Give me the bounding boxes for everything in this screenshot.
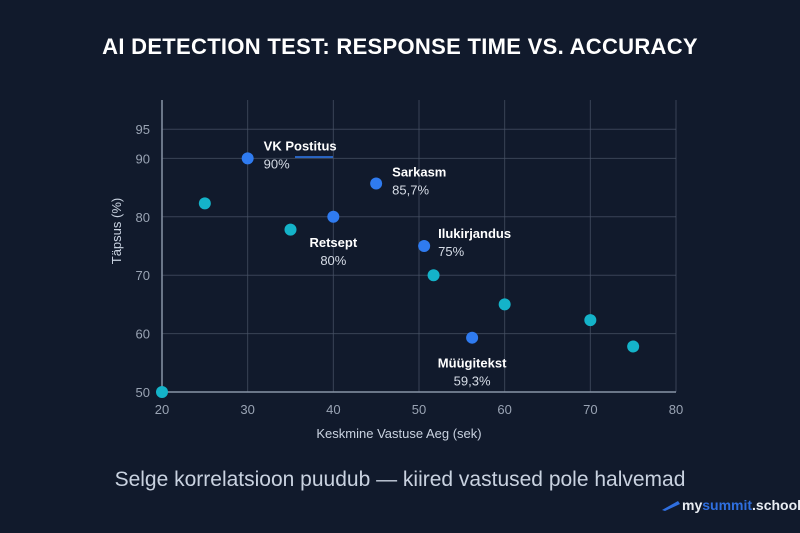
data-point	[627, 340, 640, 353]
point-value-label: 80%	[320, 253, 346, 268]
x-tick-label: 20	[155, 402, 169, 417]
y-axis-label: Täpsus (%)	[109, 198, 124, 264]
point-label: Retsept	[309, 235, 357, 250]
y-tick-label: 80	[136, 210, 150, 225]
y-tick-label: 70	[136, 268, 150, 283]
point-label: Müügitekst	[438, 356, 507, 371]
chart-title: AI DETECTION TEST: RESPONSE TIME VS. ACC…	[102, 34, 698, 59]
highlighted-data-point	[418, 240, 431, 252]
data-point	[498, 298, 511, 311]
data-point	[284, 223, 297, 236]
y-tick-label: 90	[136, 151, 150, 166]
highlighted-data-point	[370, 177, 383, 190]
x-tick-label: 80	[669, 402, 683, 417]
y-tick-label: 50	[136, 385, 150, 400]
point-value-label: 59,3%	[454, 374, 491, 389]
highlighted-data-point	[327, 210, 340, 223]
y-tick-label: 60	[136, 327, 150, 342]
x-tick-label: 40	[326, 402, 340, 417]
x-tick-label: 30	[240, 402, 254, 417]
point-label: Sarkasm	[392, 165, 446, 180]
point-label: VK Postitus	[264, 138, 337, 153]
x-tick-label: 50	[412, 402, 426, 417]
telescope-icon	[662, 501, 680, 511]
data-point	[156, 386, 168, 398]
x-tick-label: 60	[497, 402, 511, 417]
point-value-label: 85,7%	[392, 183, 429, 198]
logo-text-school: .school	[752, 497, 800, 513]
x-axis-label: Keskmine Vastuse Aeg (sek)	[316, 426, 481, 441]
data-point	[584, 314, 597, 327]
data-point	[198, 197, 211, 210]
x-tick-label: 70	[583, 402, 597, 417]
point-value-label: 90%	[264, 156, 290, 171]
chart-subtitle: Selge korrelatsioon puudub — kiired vast…	[114, 468, 686, 491]
highlighted-data-point	[241, 152, 254, 165]
logo: my summit .school	[660, 497, 800, 513]
logo-text-summit: summit	[702, 497, 753, 513]
y-tick-label: 95	[136, 122, 150, 137]
point-value-label: 75%	[438, 244, 464, 259]
point-label: Ilukirjandus	[438, 226, 511, 241]
highlighted-data-point	[466, 331, 479, 344]
data-point	[427, 269, 440, 282]
logo-text-my: my	[682, 497, 703, 513]
